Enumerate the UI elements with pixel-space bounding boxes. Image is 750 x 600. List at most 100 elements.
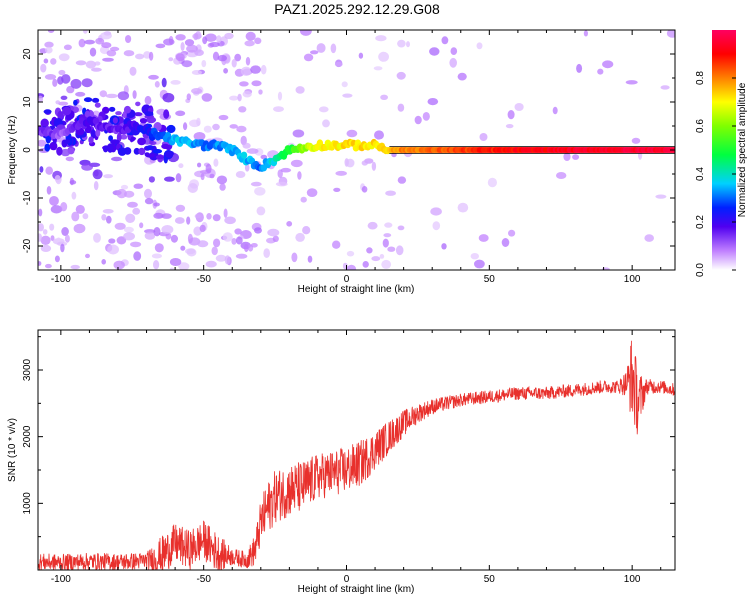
heatmap-cell [358,52,364,59]
heatmap-cell [199,224,206,233]
heatmap-cell [64,234,70,243]
heatmap-cell [552,106,558,115]
heatmap-cell [58,53,70,62]
heatmap-cell [144,188,152,199]
heatmap-cell [277,91,283,101]
heatmap-cell [154,243,164,253]
x-tick-label: 50 [484,274,496,285]
heatmap-cell [70,264,80,270]
heatmap-cell [38,95,43,103]
heatmap-cell [170,80,181,85]
heatmap-cell [130,241,142,248]
heatmap-cell [107,143,114,153]
heatmap-cell [414,115,422,125]
heatmap-cell [310,50,319,55]
heatmap-cell [116,132,122,143]
heatmap-cell [101,259,106,265]
heatmap-cell [256,206,266,216]
heatmap-cell [55,100,61,105]
heatmap-cell [84,39,95,45]
heatmap-cell [295,86,305,94]
heatmap-cell [99,90,108,98]
snr-series-line [38,340,675,570]
heatmap-cell [224,216,236,225]
heatmap-cell [286,221,293,227]
heatmap-cell [175,110,186,117]
heatmap-cell [111,156,123,162]
heatmap-cell [204,33,217,42]
heatmap-cell [254,227,262,234]
heatmap-cell [319,106,329,113]
heatmap-cell [100,32,112,40]
heatmap-cell [223,208,228,218]
heatmap-cell [644,234,654,242]
heatmap-cell [231,238,237,245]
heatmap-cell [117,91,130,101]
heatmap-cell [43,58,49,64]
heatmap-cell [133,112,143,117]
heatmap-cell [625,80,638,85]
heatmap-cell [487,177,497,188]
colorbar-gradient [712,30,736,270]
heatmap-cell [507,110,515,120]
heatmap-cell [63,44,72,51]
heatmap-cell [44,74,57,80]
heatmap-cell [95,128,101,137]
heatmap-cell [165,232,172,240]
heatmap-cell [92,97,100,103]
heatmap-cell [153,260,160,270]
x-tick-label: 100 [624,574,641,585]
colorbar: 0.0 0.2 0.4 0.6 0.8 Normalized spectral ampl… [695,30,748,277]
heatmap-cell [102,57,114,62]
colorbar-ticks: 0.0 0.2 0.4 0.6 0.8 [695,71,736,277]
heatmap-cell [385,190,396,196]
heatmap-cell [180,245,186,251]
y-tick-label: 20 [22,48,33,60]
heatmap-cell [85,60,97,69]
heatmap-cell [71,191,77,200]
heatmap-cell [154,81,160,88]
heatmap-cell [106,215,112,224]
heatmap-cell [145,153,155,158]
heatmap-cell [153,227,161,237]
heatmap-cell [332,240,341,249]
heatmap-cell [120,184,129,190]
snr-x-label: Height of straight line (km) [298,584,415,595]
heatmap-cell [148,176,155,183]
colorbar-tick-label: 0.2 [695,215,706,229]
heatmap-cell [216,175,228,185]
heatmap-cell [144,111,154,117]
heatmap-cell [132,207,141,215]
heatmap-cell [60,95,68,101]
heatmap-cell [94,102,101,108]
heatmap-cell [38,233,43,242]
heatmap-cell [449,57,458,68]
heatmap-cells [38,30,675,270]
heatmap-cell [123,226,134,233]
heatmap-cell [70,78,82,89]
snr-frame [37,329,676,571]
heatmap-cell [40,118,49,128]
heatmap-cell [316,43,326,53]
heatmap-cell [84,110,91,118]
heatmap-cell [381,259,392,269]
heatmap-cell [375,35,387,42]
heatmap-cell [213,158,219,167]
heatmap-cell [163,38,175,46]
heatmap-cell [457,202,469,213]
heatmap-cell [58,69,66,76]
heatmap-cell [346,129,358,138]
heatmap-cell [307,255,313,263]
x-tick-label: 0 [344,274,350,285]
heatmap-cell [66,85,75,94]
heatmap-cell [81,78,93,88]
heatmap-cell [273,106,284,112]
spectrogram-y-label: Frequency (Hz) [7,116,18,185]
heatmap-cell [146,145,154,151]
heatmap-cell [193,132,206,141]
heatmap-cell [342,93,353,98]
heatmap-cell [245,31,256,41]
heatmap-cell [238,106,247,113]
heatmap-cell [174,217,185,224]
